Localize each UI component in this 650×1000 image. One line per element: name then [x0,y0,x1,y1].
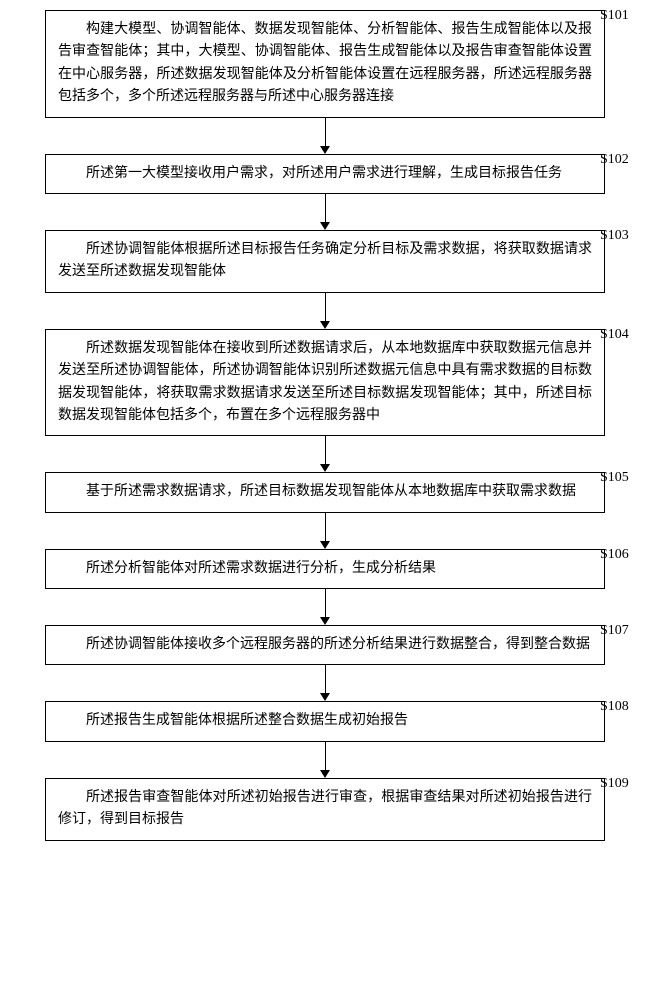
step-box-s107: 所述协调智能体接收多个远程服务器的所述分析结果进行数据整合，得到整合数据 [45,625,605,665]
step-box-s108: 所述报告生成智能体根据所述整合数据生成初始报告 [45,701,605,741]
step-row: 构建大模型、协调智能体、数据发现智能体、分析智能体、报告生成智能体以及报告审查智… [0,10,650,118]
arrow [320,194,330,230]
step-row: 所述数据发现智能体在接收到所述数据请求后，从本地数据库中获取数据元信息并发送至所… [0,329,650,437]
step-row: 所述协调智能体根据所述目标报告任务确定分析目标及需求数据，将获取数据请求发送至所… [0,230,650,293]
step-label-s106: S106 [600,547,629,563]
step-box-s106: 所述分析智能体对所述需求数据进行分析，生成分析结果 [45,549,605,589]
arrow [320,436,330,472]
step-box-s104: 所述数据发现智能体在接收到所述数据请求后，从本地数据库中获取数据元信息并发送至所… [45,329,605,437]
arrow [320,665,330,701]
step-label-s104: S104 [600,327,629,343]
step-box-s102: 所述第一大模型接收用户需求，对所述用户需求进行理解，生成目标报告任务 [45,154,605,194]
arrow [320,589,330,625]
step-label-s105: S105 [600,470,629,486]
step-label-s108: S108 [600,699,629,715]
step-box-s109: 所述报告审查智能体对所述初始报告进行审查，根据审查结果对所述初始报告进行修订，得… [45,778,605,841]
step-box-s103: 所述协调智能体根据所述目标报告任务确定分析目标及需求数据，将获取数据请求发送至所… [45,230,605,293]
step-row: 所述第一大模型接收用户需求，对所述用户需求进行理解，生成目标报告任务 S102 [0,154,650,194]
step-row: 所述分析智能体对所述需求数据进行分析，生成分析结果 S106 [0,549,650,589]
step-label-s102: S102 [600,152,629,168]
step-box-s105: 基于所述需求数据请求，所述目标数据发现智能体从本地数据库中获取需求数据 [45,472,605,512]
step-row: 基于所述需求数据请求，所述目标数据发现智能体从本地数据库中获取需求数据 S105 [0,472,650,512]
arrow [320,513,330,549]
step-label-s101: S101 [600,8,629,24]
step-label-s109: S109 [600,776,629,792]
flowchart-container: 构建大模型、协调智能体、数据发现智能体、分析智能体、报告生成智能体以及报告审查智… [0,10,650,841]
step-box-s101: 构建大模型、协调智能体、数据发现智能体、分析智能体、报告生成智能体以及报告审查智… [45,10,605,118]
arrow [320,742,330,778]
step-row: 所述报告审查智能体对所述初始报告进行审查，根据审查结果对所述初始报告进行修订，得… [0,778,650,841]
arrow [320,118,330,154]
step-label-s103: S103 [600,228,629,244]
step-row: 所述报告生成智能体根据所述整合数据生成初始报告 S108 [0,701,650,741]
arrow [320,293,330,329]
step-label-s107: S107 [600,623,629,639]
step-row: 所述协调智能体接收多个远程服务器的所述分析结果进行数据整合，得到整合数据 S10… [0,625,650,665]
